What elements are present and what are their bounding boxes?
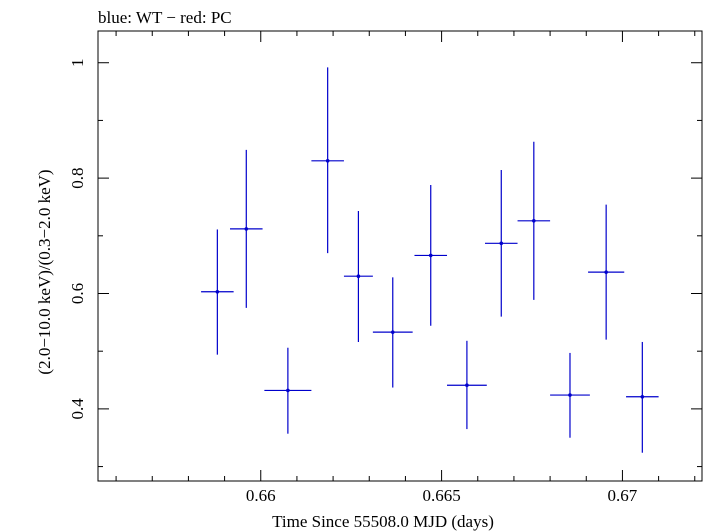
point-marker xyxy=(356,274,361,278)
data-point xyxy=(343,211,373,342)
data-point xyxy=(264,347,312,434)
x-tick-label: 0.665 xyxy=(422,486,460,505)
y-tick-label: 0.4 xyxy=(68,398,87,420)
tick-labels: 0.66 0.665 0.67 0.4 0.6 0.8 1 xyxy=(68,58,638,505)
point-marker xyxy=(640,394,645,399)
point-marker xyxy=(465,383,469,388)
y-axis-title: (2.0−10.0 keV)/(0.3−2.0 keV) xyxy=(35,169,54,374)
y-tick-label: 1 xyxy=(68,58,87,67)
ticks xyxy=(98,31,702,481)
data-points xyxy=(201,67,659,453)
point-marker xyxy=(390,330,395,334)
data-point xyxy=(517,141,551,300)
point-marker xyxy=(428,253,433,258)
plot-frame xyxy=(97,30,703,482)
data-point xyxy=(447,340,487,430)
y-tick-label: 0.6 xyxy=(68,283,87,304)
data-point xyxy=(311,67,344,254)
point-marker xyxy=(215,289,220,294)
data-point xyxy=(626,341,659,453)
point-marker xyxy=(604,270,608,274)
data-point xyxy=(550,352,590,438)
point-marker xyxy=(244,227,249,231)
x-axis-title: Time Since 55508.0 MJD (days) xyxy=(272,512,494,531)
data-point xyxy=(414,185,448,326)
x-tick-label: 0.67 xyxy=(608,486,638,505)
chart-title: blue: WT − red: PC xyxy=(98,8,232,27)
point-marker xyxy=(532,219,536,223)
data-point xyxy=(484,170,518,317)
data-point xyxy=(372,277,413,388)
point-marker xyxy=(286,388,290,393)
data-point xyxy=(588,204,625,340)
point-marker xyxy=(568,393,572,397)
y-tick-label: 0.8 xyxy=(68,167,87,188)
data-point xyxy=(230,149,263,308)
data-point xyxy=(201,229,234,355)
x-tick-label: 0.66 xyxy=(246,486,276,505)
point-marker xyxy=(325,159,330,163)
axes xyxy=(97,30,703,482)
point-marker xyxy=(499,241,504,246)
